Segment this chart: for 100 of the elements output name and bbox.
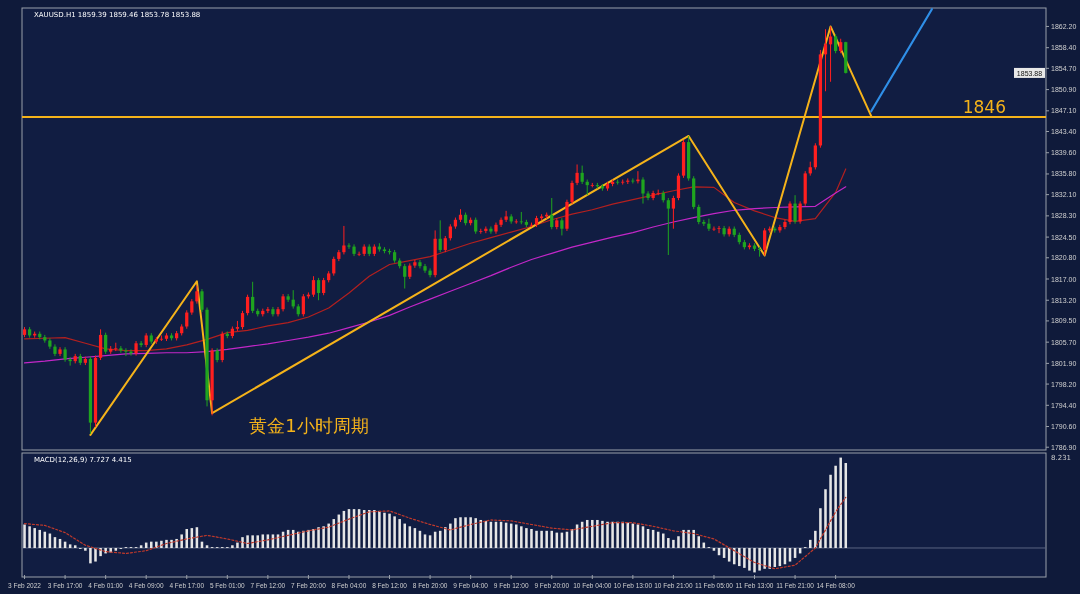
candlestick	[580, 165, 584, 185]
bar	[332, 519, 336, 548]
candlestick	[316, 277, 321, 301]
bar	[33, 528, 36, 548]
candlestick	[646, 190, 650, 201]
bar	[616, 521, 619, 548]
candlestick	[342, 225, 346, 255]
bar	[520, 526, 523, 548]
bar	[611, 521, 614, 548]
candlestick	[519, 211, 523, 225]
bar	[307, 529, 310, 548]
candlestick	[124, 347, 128, 357]
bar	[94, 548, 97, 562]
candlestick	[788, 200, 792, 225]
candlestick	[185, 309, 189, 330]
candlestick	[489, 225, 493, 235]
candlestick	[828, 25, 833, 83]
bar	[449, 523, 452, 548]
candlestick	[575, 163, 579, 186]
bar	[535, 530, 538, 548]
bar	[388, 513, 391, 548]
bar	[231, 545, 234, 548]
candlestick	[413, 259, 417, 269]
bar	[839, 457, 842, 548]
candlestick	[570, 180, 574, 205]
bar	[809, 539, 812, 548]
candlestick	[666, 197, 670, 256]
bar	[621, 521, 624, 548]
bar	[525, 528, 528, 548]
bar	[692, 529, 695, 548]
bar	[373, 510, 376, 548]
candlestick	[418, 259, 422, 269]
bar	[672, 539, 675, 548]
bar	[743, 548, 746, 568]
bar	[469, 517, 472, 548]
candlestick	[707, 218, 711, 232]
bar	[236, 542, 239, 548]
candlestick	[550, 197, 554, 230]
bar	[687, 529, 690, 548]
bar	[251, 535, 254, 548]
candlestick	[347, 242, 351, 250]
bar	[89, 548, 92, 564]
bar	[753, 548, 756, 573]
bar	[312, 529, 315, 548]
bar	[459, 517, 462, 548]
bar	[383, 512, 386, 548]
candlestick	[428, 267, 432, 278]
bar	[398, 519, 401, 548]
candlestick	[671, 195, 676, 230]
ref-label: 1846	[962, 96, 1006, 117]
bar	[732, 548, 736, 565]
candlestick	[560, 217, 564, 236]
bar	[378, 510, 381, 548]
candlestick	[504, 210, 508, 223]
bar	[606, 521, 609, 548]
bar	[322, 526, 325, 548]
bar	[367, 510, 371, 548]
candlestick	[403, 263, 407, 290]
candlestick	[676, 172, 681, 201]
bar	[454, 518, 457, 548]
bar	[834, 465, 837, 548]
bar	[28, 526, 31, 548]
bar	[829, 474, 832, 548]
bar	[824, 489, 827, 548]
candlestick	[311, 275, 316, 298]
bar	[550, 530, 554, 548]
candlestick	[119, 345, 123, 354]
bar	[514, 524, 518, 548]
bar	[667, 538, 670, 548]
candlestick	[245, 294, 250, 316]
bar	[530, 529, 533, 548]
bar	[327, 523, 330, 548]
candlestick	[286, 293, 290, 303]
bar	[682, 529, 685, 548]
candlestick	[793, 194, 797, 225]
candlestick	[240, 310, 245, 330]
bar	[246, 535, 249, 548]
bar	[393, 516, 396, 548]
bar	[545, 530, 548, 548]
candlestick	[139, 340, 143, 348]
bar	[738, 548, 741, 567]
candlestick	[641, 176, 645, 205]
bar	[302, 530, 305, 548]
candlestick	[717, 225, 721, 234]
bar	[23, 524, 26, 548]
bar	[150, 541, 153, 548]
annotation: 黄金1小时周期	[249, 415, 369, 436]
bar	[155, 541, 158, 548]
bar	[763, 548, 766, 569]
candlestick	[251, 281, 255, 314]
bar	[697, 536, 701, 548]
candlestick	[712, 225, 716, 232]
bar	[185, 529, 189, 548]
candlestick	[763, 227, 767, 257]
candlestick	[697, 204, 701, 225]
bar	[748, 548, 751, 571]
bar	[768, 548, 771, 569]
bar	[84, 548, 87, 551]
bar	[819, 508, 822, 548]
candlestick	[301, 293, 305, 317]
